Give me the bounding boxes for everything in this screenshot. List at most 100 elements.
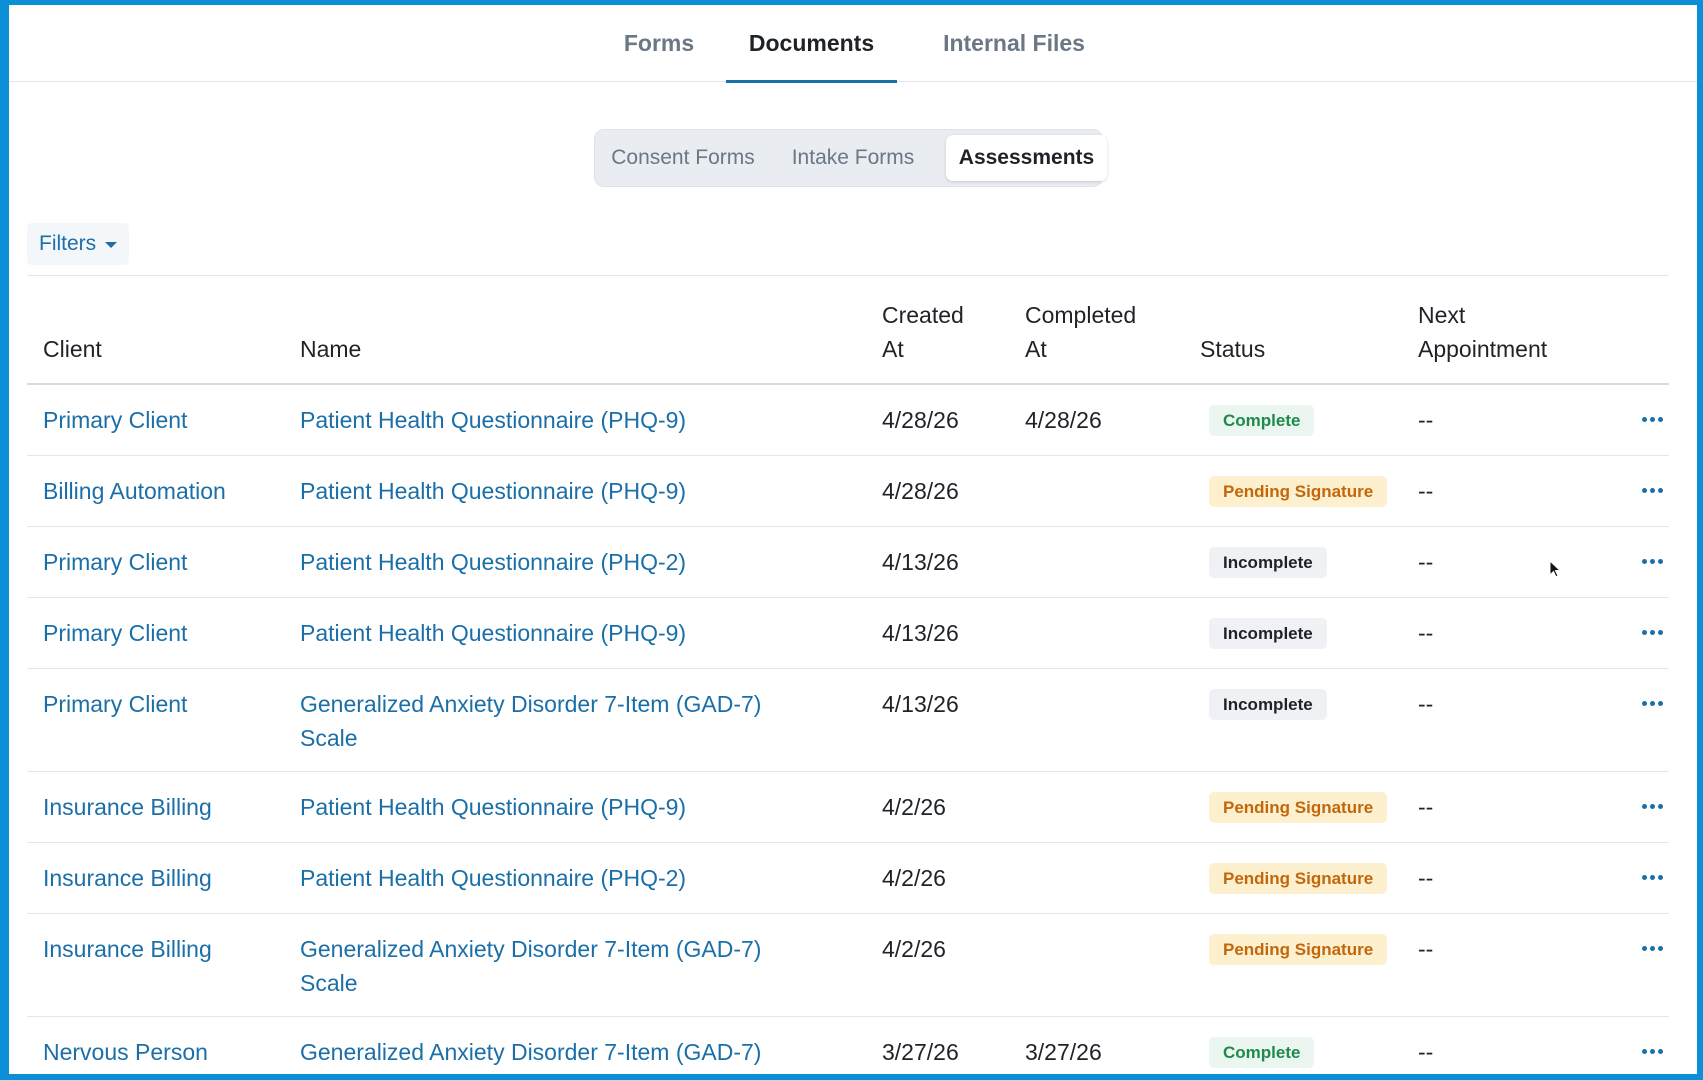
client-link[interactable]: Insurance Billing [43,865,212,891]
more-horizontal-icon[interactable] [1642,626,1664,640]
status-badge: Pending Signature [1209,476,1388,507]
table-row[interactable]: Insurance Billing Patient Health Question… [27,843,1669,914]
created-at-value: 4/13/26 [882,691,959,717]
created-at-value: 4/13/26 [882,620,959,646]
status-badge: Incomplete [1209,618,1327,649]
more-horizontal-icon[interactable] [1642,871,1664,885]
document-name-link[interactable]: Patient Health Questionnaire (PHQ-2) [300,545,860,579]
column-header-label: Created [882,302,964,328]
tab-forms[interactable]: Forms [623,30,695,56]
top-tab-bar: Forms Documents Internal Files [9,5,1697,83]
document-name-line: Generalized Anxiety Disorder 7-Item (GAD… [300,1039,762,1065]
filters-dropdown[interactable]: Filters [27,223,130,265]
next-appointment-value: -- [1418,478,1434,504]
next-appointment-value: -- [1418,865,1434,891]
document-name-line: Patient Health Questionnaire (PHQ-9) [300,620,687,646]
segment-intake-forms[interactable]: Intake Forms [791,146,915,169]
status-badge: Pending Signature [1209,934,1388,965]
table-row[interactable]: Primary Client Patient Health Questionnai… [27,385,1669,456]
client-link[interactable]: Primary Client [43,407,188,433]
column-header-status[interactable]: Status [1200,336,1266,362]
client-link[interactable]: Insurance Billing [43,794,212,820]
created-at-value: 4/28/26 [882,478,959,504]
table-row[interactable]: Primary Client Patient Health Questionnai… [27,527,1669,598]
document-name-link[interactable]: Patient Health Questionnaire (PHQ-2) [300,861,860,895]
created-at-value: 4/2/26 [882,865,946,891]
status-badge: Incomplete [1209,689,1327,720]
document-name-link[interactable]: Generalized Anxiety Disorder 7-Item (GAD… [300,1035,860,1069]
completed-at-value: 3/27/26 [1025,1039,1102,1065]
table-row[interactable]: Primary Client Patient Health Questionnai… [27,598,1669,669]
more-horizontal-icon[interactable] [1642,1045,1664,1059]
next-appointment-value: -- [1418,1039,1434,1065]
column-header-created-at[interactable]: Created At [882,298,964,366]
status-badge: Pending Signature [1209,863,1388,894]
next-appointment-value: -- [1418,549,1434,575]
column-header-label: Completed [1025,302,1137,328]
document-name-line: Generalized Anxiety Disorder 7-Item (GAD… [300,691,762,717]
document-name-line: Patient Health Questionnaire (PHQ-9) [300,478,687,504]
table-body: Primary Client Patient Health Questionnai… [27,385,1669,1074]
completed-at-value: 4/28/26 [1025,407,1102,433]
column-header-name[interactable]: Name [300,336,362,362]
table-row[interactable]: Billing Automation Patient Health Questio… [27,456,1669,527]
more-horizontal-icon[interactable] [1642,555,1664,569]
document-name-link[interactable]: Patient Health Questionnaire (PHQ-9) [300,616,860,650]
document-name-line: Patient Health Questionnaire (PHQ-9) [300,407,687,433]
more-horizontal-icon[interactable] [1642,413,1664,427]
column-header-completed-at[interactable]: Completed At [1025,298,1136,366]
table-header: Client Name Created At Completed At Stat… [27,276,1669,385]
assessments-table: Client Name Created At Completed At Stat… [27,276,1669,1074]
client-link[interactable]: Primary Client [43,620,188,646]
filters-label: Filters [39,232,97,255]
document-name-line: Patient Health Questionnaire (PHQ-2) [300,865,687,891]
table-row[interactable]: Nervous Person Generalized Anxiety Disord… [27,1017,1669,1074]
status-badge: Incomplete [1209,547,1327,578]
document-name-link[interactable]: Patient Health Questionnaire (PHQ-9) [300,403,860,437]
next-appointment-value: -- [1418,936,1434,962]
created-at-value: 4/13/26 [882,549,959,575]
app-window: Forms Documents Internal Files Consent F… [9,5,1697,1074]
document-name-line: Scale [300,970,358,996]
segment-assessments[interactable]: Assessments [946,135,1107,181]
document-name-link[interactable]: Generalized Anxiety Disorder 7-Item (GAD… [300,687,860,755]
client-link[interactable]: Insurance Billing [43,936,212,962]
column-header-label: At [1025,336,1047,362]
next-appointment-value: -- [1418,794,1434,820]
status-badge: Complete [1209,1037,1315,1068]
created-at-value: 4/2/26 [882,794,946,820]
status-badge: Pending Signature [1209,792,1388,823]
created-at-value: 4/2/26 [882,936,946,962]
column-header-next-appointment[interactable]: Next Appointment [1418,298,1547,366]
document-name-link[interactable]: Patient Health Questionnaire (PHQ-9) [300,474,860,508]
document-name-line: Scale [300,725,358,751]
caret-down-icon [105,242,118,248]
table-row[interactable]: Insurance Billing Patient Health Question… [27,772,1669,843]
client-link[interactable]: Nervous Person [43,1039,208,1065]
table-row[interactable]: Primary Client Generalized Anxiety Disord… [27,669,1669,772]
segment-consent-forms[interactable]: Consent Forms [611,146,755,169]
column-header-label: Next [1418,302,1466,328]
status-badge: Complete [1209,405,1315,436]
created-at-value: 3/27/26 [882,1039,959,1065]
column-header-client[interactable]: Client [43,336,102,362]
divider [27,275,1669,276]
client-link[interactable]: Primary Client [43,691,188,717]
column-header-label: Appointment [1418,336,1548,362]
more-horizontal-icon[interactable] [1642,484,1664,498]
client-link[interactable]: Primary Client [43,549,188,575]
created-at-value: 4/28/26 [882,407,959,433]
tab-internal-files[interactable]: Internal Files [943,30,1085,56]
column-header-label: At [882,336,904,362]
document-name-line: Patient Health Questionnaire (PHQ-2) [300,549,687,575]
more-horizontal-icon[interactable] [1642,800,1664,814]
tab-documents[interactable]: Documents [726,5,897,83]
next-appointment-value: -- [1418,407,1434,433]
next-appointment-value: -- [1418,620,1434,646]
document-name-link[interactable]: Generalized Anxiety Disorder 7-Item (GAD… [300,932,860,1000]
more-horizontal-icon[interactable] [1642,942,1664,956]
client-link[interactable]: Billing Automation [43,478,226,504]
more-horizontal-icon[interactable] [1642,697,1664,711]
document-name-link[interactable]: Patient Health Questionnaire (PHQ-9) [300,790,860,824]
table-row[interactable]: Insurance Billing Generalized Anxiety Dis… [27,914,1669,1017]
